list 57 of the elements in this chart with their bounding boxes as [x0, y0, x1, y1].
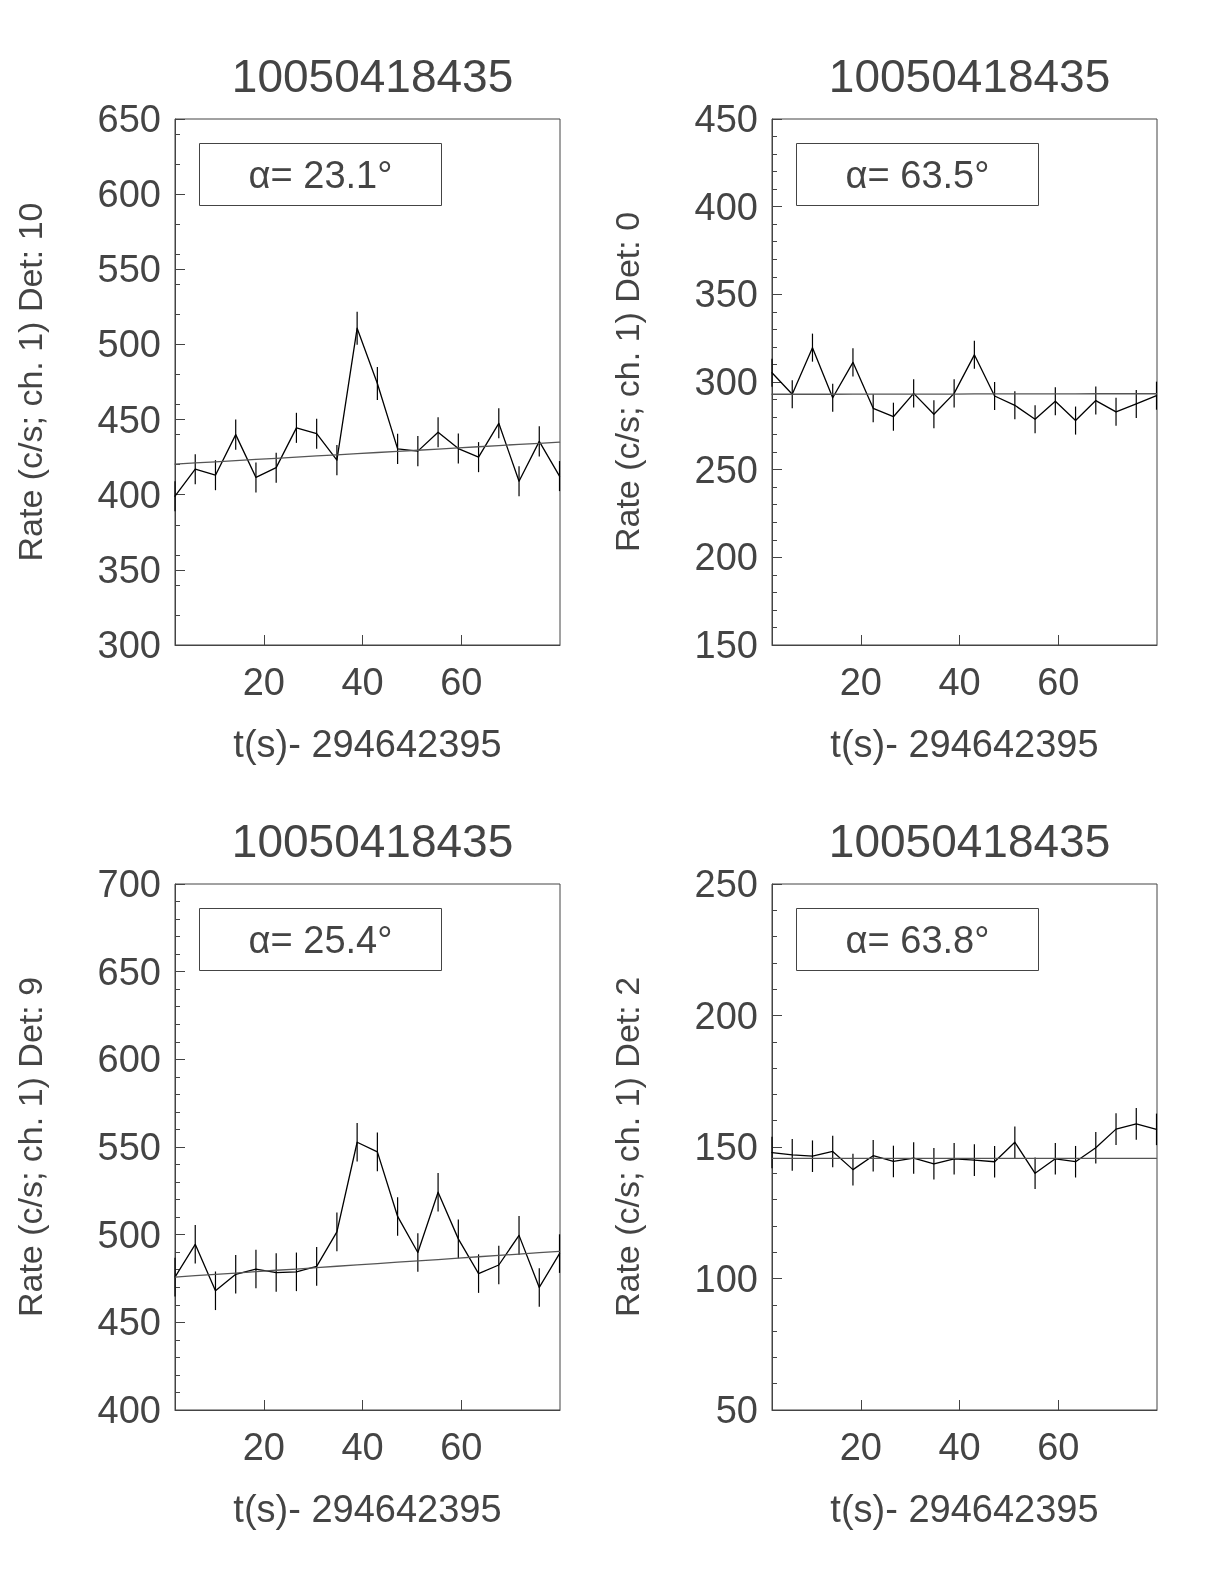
- x-tick-label: 40: [938, 661, 981, 703]
- y-tick-label: 200: [694, 536, 758, 579]
- x-tick-label: 40: [341, 1426, 384, 1468]
- y-tick-label: 300: [97, 624, 161, 666]
- y-tick-label: 700: [97, 863, 161, 905]
- line-series: [174, 441, 561, 465]
- y-tick-label: 250: [694, 448, 758, 491]
- y-tick-label: 450: [694, 98, 758, 140]
- chart-title: 10050418435: [828, 50, 1111, 102]
- y-tick-label: 600: [97, 173, 161, 216]
- x-tick-label: 40: [341, 661, 384, 703]
- x-tick-label: 60: [440, 661, 483, 703]
- x-tick-label: 20: [839, 1426, 882, 1468]
- x-axis-title: t(s)- 294642395: [233, 723, 502, 765]
- y-tick-label: 350: [97, 548, 161, 591]
- y-axis-title: Rate (c/s; ch. 1) Det: 2: [608, 976, 646, 1318]
- y-tick-label: 200: [694, 994, 758, 1037]
- y-tick-label: 650: [97, 950, 161, 993]
- x-tick-label: 60: [440, 1426, 483, 1468]
- x-axis-title: t(s)- 294642395: [830, 723, 1099, 765]
- y-tick-label: 650: [97, 98, 161, 140]
- y-tick-label: 150: [694, 624, 758, 666]
- y-tick-label: 450: [97, 398, 161, 441]
- y-tick-label: 500: [97, 1213, 161, 1256]
- annotation: α= 23.1°: [248, 153, 393, 196]
- x-tick-label: 60: [1037, 1426, 1080, 1468]
- x-tick-label: 60: [1037, 661, 1080, 703]
- y-axis-title: Rate (c/s; ch. 1) Det: 0: [608, 211, 646, 553]
- y-tick-label: 300: [694, 361, 758, 403]
- line-series: [174, 1250, 561, 1278]
- y-tick-label: 400: [97, 473, 161, 516]
- y-tick-label: 50: [715, 1389, 758, 1431]
- chart-title: 10050418435: [828, 815, 1111, 867]
- y-tick-label: 500: [97, 323, 161, 366]
- annotation: α= 25.4°: [248, 918, 393, 961]
- y-tick-label: 250: [694, 863, 758, 905]
- y-tick-label: 400: [694, 185, 758, 228]
- x-tick-label: 20: [242, 1426, 285, 1468]
- x-tick-label: 20: [242, 661, 285, 703]
- chart-title: 10050418435: [231, 50, 514, 102]
- y-axis-title: Rate (c/s; ch. 1) Det: 9: [11, 976, 49, 1318]
- annotation: α= 63.5°: [845, 153, 990, 196]
- x-tick-label: 20: [839, 661, 882, 703]
- x-axis-title: t(s)- 294642395: [233, 1488, 502, 1530]
- y-tick-label: 600: [97, 1038, 161, 1081]
- y-tick-label: 450: [97, 1301, 161, 1344]
- y-axis-title: Rate (c/s; ch. 1) Det: 10: [11, 202, 49, 562]
- y-tick-label: 550: [97, 1126, 161, 1168]
- y-tick-label: 550: [97, 248, 161, 291]
- chart-title: 10050418435: [231, 815, 514, 867]
- x-axis-title: t(s)- 294642395: [830, 1488, 1099, 1530]
- x-tick-label: 40: [938, 1426, 981, 1468]
- y-tick-label: 350: [694, 273, 758, 316]
- y-tick-label: 150: [694, 1126, 758, 1168]
- y-tick-label: 100: [694, 1257, 758, 1300]
- annotation: α= 63.8°: [845, 918, 990, 961]
- y-tick-label: 400: [97, 1389, 161, 1431]
